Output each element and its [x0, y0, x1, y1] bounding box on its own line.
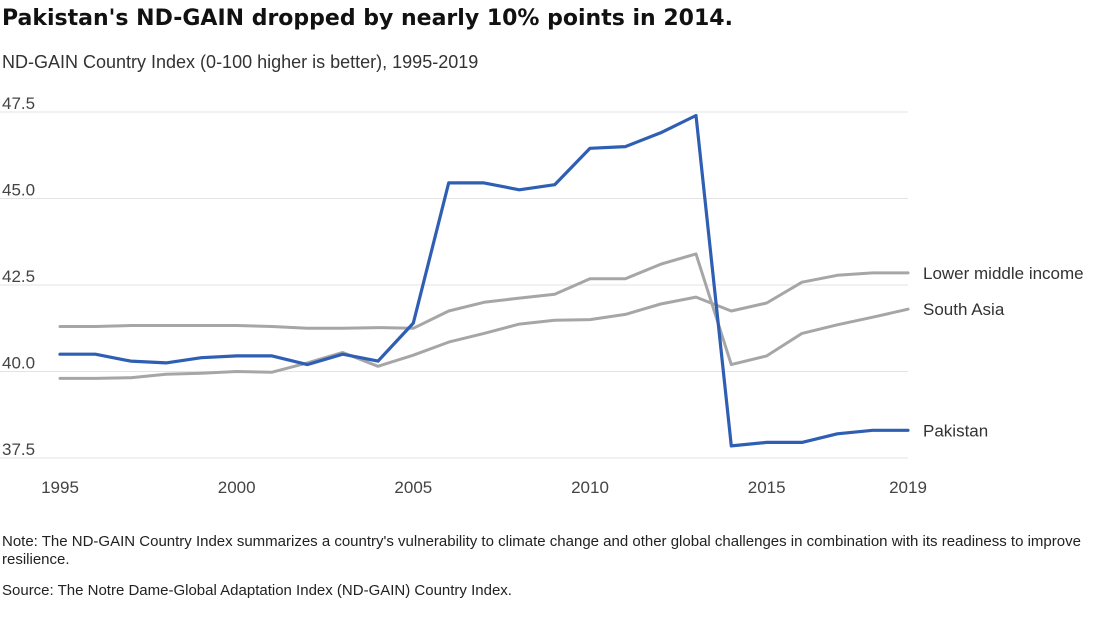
line-chart: 37.5 40.0 42.5 45.0 47.5 1995 2000 2005 2010 201…	[0, 94, 1084, 497]
x-tick-label: 1995	[41, 478, 79, 497]
y-tick-label: 45.0	[2, 181, 35, 200]
x-tick-label: 2015	[748, 478, 786, 497]
x-tick-label: 2010	[571, 478, 609, 497]
x-tick-label: 2019	[889, 478, 927, 497]
gridlines	[0, 111, 908, 459]
x-tick-label: 2005	[394, 478, 432, 497]
series-label-south-asia: South Asia	[923, 300, 1005, 319]
series-label-pakistan: Pakistan	[923, 421, 988, 440]
chart-note: Note: The ND-GAIN Country Index summariz…	[2, 533, 1081, 568]
y-axis-ticks: 37.5 40.0 42.5 45.0 47.5	[2, 94, 35, 459]
chart-source: Source: The Notre Dame-Global Adaptation…	[2, 582, 512, 599]
series-lines	[58, 113, 910, 448]
y-tick-label: 42.5	[2, 267, 35, 286]
series-line-south-asia	[58, 271, 910, 380]
series-labels: Lower middle income South Asia Pakistan	[923, 264, 1084, 440]
y-tick-label: 37.5	[2, 440, 35, 459]
chart-subtitle: ND-GAIN Country Index (0-100 higher is b…	[2, 52, 479, 72]
y-tick-label: 47.5	[2, 94, 35, 113]
series-line-pakistan	[58, 113, 910, 448]
series-line-lower-middle-income	[58, 252, 910, 367]
chart-title: Pakistan's ND-GAIN dropped by nearly 10%…	[2, 6, 733, 31]
y-tick-label: 40.0	[2, 354, 35, 373]
series-label-lower-middle-income: Lower middle income	[923, 264, 1084, 283]
x-tick-label: 2000	[218, 478, 256, 497]
x-axis-ticks: 1995 2000 2005 2010 2015 2019	[41, 478, 927, 497]
